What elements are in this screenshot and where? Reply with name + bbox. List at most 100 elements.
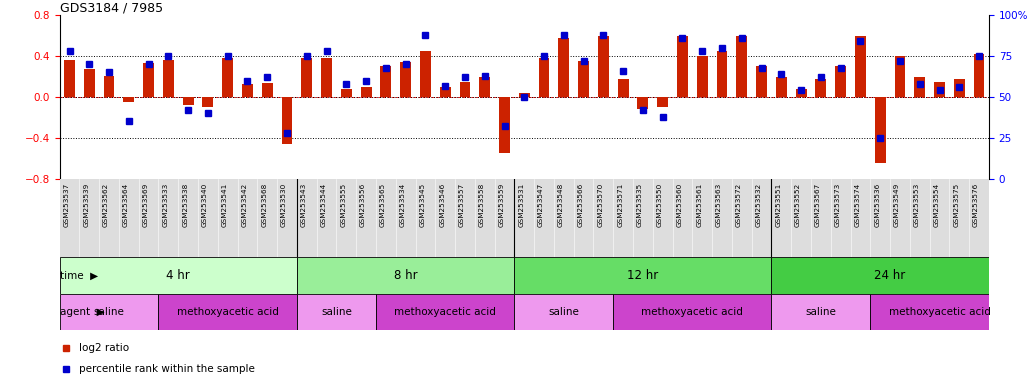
Text: GSM253533: GSM253533: [162, 182, 169, 227]
Text: GSM253562: GSM253562: [103, 182, 109, 227]
Bar: [539, 58, 550, 97]
Bar: [614, 294, 771, 330]
Text: GSM253556: GSM253556: [360, 182, 366, 227]
Text: GSM253538: GSM253538: [182, 182, 188, 227]
Bar: [203, 97, 214, 107]
Text: GSM253540: GSM253540: [201, 182, 208, 227]
Text: GSM253573: GSM253573: [835, 182, 841, 227]
Text: GSM253575: GSM253575: [953, 182, 959, 227]
Text: GSM253544: GSM253544: [321, 182, 327, 227]
Bar: [183, 97, 193, 105]
Bar: [341, 89, 352, 97]
Text: GSM253537: GSM253537: [64, 182, 70, 227]
Bar: [637, 97, 649, 109]
Text: GSM253541: GSM253541: [222, 182, 227, 227]
Bar: [934, 82, 945, 97]
Text: saline: saline: [805, 307, 837, 317]
Text: saline: saline: [94, 307, 124, 317]
Text: GSM253534: GSM253534: [400, 182, 406, 227]
Bar: [301, 58, 313, 97]
Text: GSM253576: GSM253576: [974, 182, 979, 227]
Text: time  ▶: time ▶: [60, 270, 98, 281]
Text: GSM253558: GSM253558: [479, 182, 485, 227]
Bar: [835, 66, 846, 97]
Text: GSM253550: GSM253550: [657, 182, 663, 227]
Bar: [717, 51, 728, 97]
Text: GSM253557: GSM253557: [458, 182, 465, 227]
Bar: [297, 257, 514, 294]
Bar: [222, 58, 233, 97]
Bar: [499, 97, 510, 153]
Text: percentile rank within the sample: percentile rank within the sample: [79, 364, 255, 374]
Text: GSM253554: GSM253554: [933, 182, 940, 227]
Text: GSM253542: GSM253542: [242, 182, 248, 227]
Bar: [60, 257, 297, 294]
Text: GSM253563: GSM253563: [717, 182, 722, 227]
Bar: [855, 36, 866, 97]
Bar: [514, 294, 614, 330]
Text: agent  ▶: agent ▶: [60, 307, 105, 317]
Text: GSM253553: GSM253553: [914, 182, 920, 227]
Bar: [954, 79, 964, 97]
Text: methoxyacetic acid: methoxyacetic acid: [177, 307, 279, 317]
Bar: [460, 82, 471, 97]
Bar: [598, 36, 609, 97]
Bar: [162, 60, 174, 97]
Text: GSM253547: GSM253547: [538, 182, 544, 227]
Bar: [618, 79, 628, 97]
Text: GSM253555: GSM253555: [340, 182, 346, 227]
Text: 24 hr: 24 hr: [875, 269, 906, 282]
Text: GSM253543: GSM253543: [301, 182, 306, 227]
Text: saline: saline: [548, 307, 579, 317]
Text: GSM253566: GSM253566: [578, 182, 584, 227]
Bar: [104, 76, 114, 97]
Bar: [84, 70, 95, 97]
Bar: [123, 97, 135, 102]
Text: methoxyacetic acid: methoxyacetic acid: [641, 307, 743, 317]
Bar: [297, 294, 376, 330]
Bar: [361, 87, 371, 97]
Text: GSM253569: GSM253569: [143, 182, 149, 227]
Text: 12 hr: 12 hr: [627, 269, 659, 282]
Bar: [796, 89, 807, 97]
Bar: [282, 97, 292, 144]
Text: GSM253574: GSM253574: [854, 182, 860, 227]
Bar: [60, 294, 158, 330]
Bar: [894, 56, 906, 97]
Text: saline: saline: [321, 307, 352, 317]
Text: 4 hr: 4 hr: [167, 269, 190, 282]
Bar: [64, 60, 75, 97]
Text: GSM253570: GSM253570: [597, 182, 603, 227]
Bar: [776, 76, 786, 97]
Bar: [558, 38, 570, 97]
Text: GSM253545: GSM253545: [419, 182, 426, 227]
Bar: [914, 76, 925, 97]
Text: 8 hr: 8 hr: [394, 269, 417, 282]
Text: GSM253531: GSM253531: [518, 182, 524, 227]
Text: GSM253549: GSM253549: [894, 182, 900, 227]
Bar: [420, 51, 431, 97]
Bar: [321, 58, 332, 97]
Bar: [757, 66, 767, 97]
Bar: [771, 294, 871, 330]
Text: GSM253567: GSM253567: [815, 182, 821, 227]
Text: GSM253539: GSM253539: [83, 182, 89, 227]
Text: GSM253552: GSM253552: [795, 182, 801, 227]
Text: GSM253535: GSM253535: [637, 182, 642, 227]
Bar: [871, 294, 1008, 330]
Bar: [974, 54, 985, 97]
Bar: [815, 79, 827, 97]
Text: GSM253532: GSM253532: [756, 182, 762, 227]
Text: GSM253546: GSM253546: [439, 182, 445, 227]
Bar: [771, 257, 1008, 294]
Text: GSM253568: GSM253568: [261, 182, 267, 227]
Text: GSM253561: GSM253561: [696, 182, 702, 227]
Text: GSM253560: GSM253560: [676, 182, 683, 227]
Bar: [440, 87, 450, 97]
Bar: [479, 76, 490, 97]
Bar: [376, 294, 514, 330]
Bar: [677, 36, 688, 97]
Bar: [697, 56, 707, 97]
Bar: [736, 36, 747, 97]
Bar: [578, 61, 589, 97]
